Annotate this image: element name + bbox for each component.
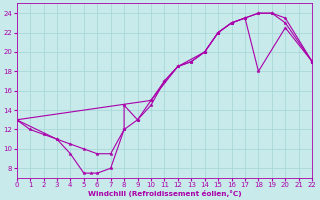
X-axis label: Windchill (Refroidissement éolien,°C): Windchill (Refroidissement éolien,°C) [88, 190, 241, 197]
